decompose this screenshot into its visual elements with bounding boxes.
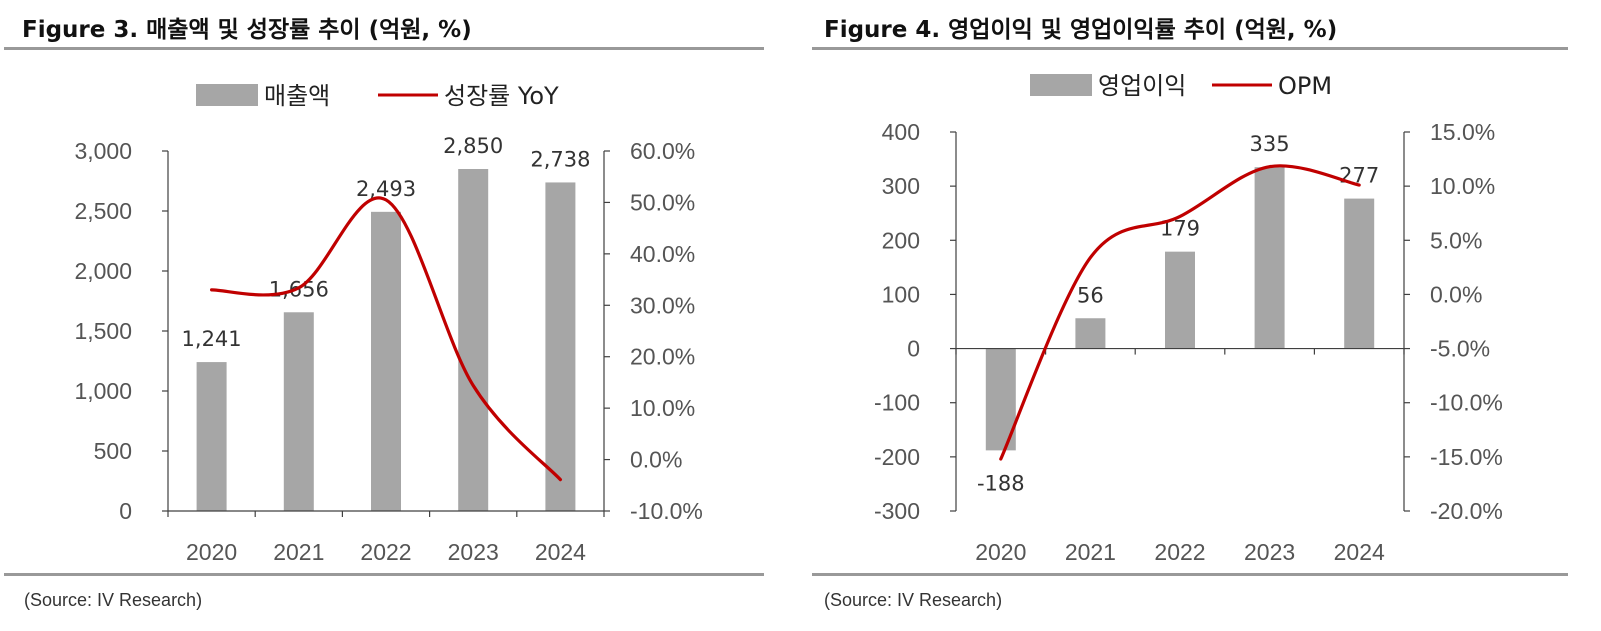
bar-data-label: -188 bbox=[977, 471, 1025, 495]
right-tick-label: 40.0% bbox=[630, 241, 695, 267]
right-tick-label: 60.0% bbox=[630, 138, 695, 164]
right-tick-label: 0.0% bbox=[1430, 281, 1482, 307]
line-series-growth-yoy bbox=[210, 196, 562, 482]
figure-4-top-rule bbox=[812, 47, 1568, 50]
left-tick-label: 0 bbox=[907, 336, 920, 362]
left-tick-label: 0 bbox=[119, 498, 132, 524]
figure-4-source: (Source: IV Research) bbox=[824, 590, 1003, 610]
legend-bar-label: 영업이익 bbox=[1098, 72, 1186, 100]
bar-2022 bbox=[1165, 251, 1195, 349]
bar-data-label: 335 bbox=[1250, 132, 1290, 156]
left-tick-label: 200 bbox=[882, 227, 920, 253]
bar-2020 bbox=[196, 362, 227, 511]
right-tick-label: -15.0% bbox=[1430, 444, 1503, 470]
x-tick-label: 2022 bbox=[1154, 539, 1205, 565]
right-tick-label: 50.0% bbox=[630, 189, 695, 215]
legend-line-label: OPM bbox=[1278, 72, 1332, 100]
figure-3-panel: Figure 3. 매출액 및 성장률 추이 (억원, %) 매출액 성장률 Yo… bbox=[0, 0, 790, 631]
x-tick-label: 2023 bbox=[448, 539, 499, 565]
legend-line-label: 성장률 YoY bbox=[444, 82, 559, 110]
left-tick-label: -100 bbox=[874, 390, 920, 416]
right-tick-label: -10.0% bbox=[1430, 390, 1503, 416]
x-tick-label: 2024 bbox=[1334, 539, 1385, 565]
left-tick-label: 400 bbox=[882, 119, 920, 145]
left-tick-label: -300 bbox=[874, 498, 920, 524]
bar-2022 bbox=[371, 211, 401, 511]
left-tick-label: 1,000 bbox=[74, 378, 132, 404]
x-tick-label: 2023 bbox=[1244, 539, 1295, 565]
line-series-opm bbox=[999, 164, 1361, 461]
x-tick-label: 2022 bbox=[360, 539, 411, 565]
x-tick-label: 2020 bbox=[975, 539, 1026, 565]
figure-3-bottom-rule bbox=[4, 573, 764, 576]
bar-2023 bbox=[458, 169, 489, 511]
figure-3-chart: 매출액 성장률 YoY 0 500 1,000 1,500 2,000 2,500 3,000 -… bbox=[74, 82, 703, 565]
right-tick-label: 5.0% bbox=[1430, 227, 1482, 253]
bar-2021 bbox=[283, 312, 314, 511]
right-tick-label: 10.0% bbox=[630, 395, 695, 421]
bar-2024 bbox=[1344, 198, 1375, 349]
right-tick-label: 15.0% bbox=[1430, 119, 1495, 145]
figure-4-bottom-rule bbox=[812, 573, 1568, 576]
bar-data-label: 2,850 bbox=[443, 134, 503, 158]
right-tick-label: -20.0% bbox=[1430, 498, 1503, 524]
left-tick-label: 500 bbox=[94, 438, 132, 464]
bar-data-label: 2,493 bbox=[356, 177, 416, 201]
legend-bar-swatch bbox=[1030, 74, 1092, 96]
bar-data-label: 1,241 bbox=[182, 327, 242, 351]
x-tick-label: 2020 bbox=[186, 539, 237, 565]
figure-3-title: Figure 3. 매출액 및 성장률 추이 (억원, %) bbox=[22, 17, 472, 43]
left-tick-label: 1,500 bbox=[74, 318, 132, 344]
left-tick-label: 3,000 bbox=[74, 138, 132, 164]
legend-bar-swatch bbox=[196, 84, 258, 106]
figure-3-source: (Source: IV Research) bbox=[24, 590, 203, 610]
figure-4-title: Figure 4. 영업이익 및 영업이익률 추이 (억원, %) bbox=[824, 17, 1338, 43]
right-tick-label: 10.0% bbox=[1430, 173, 1495, 199]
left-tick-label: -200 bbox=[874, 444, 920, 470]
figure-4-panel: Figure 4. 영업이익 및 영업이익률 추이 (억원, %) 영업이익 OP… bbox=[812, 0, 1601, 631]
x-tick-label: 2021 bbox=[1065, 539, 1116, 565]
bar-2023 bbox=[1254, 167, 1285, 349]
x-tick-label: 2024 bbox=[535, 539, 586, 565]
left-tick-label: 2,000 bbox=[74, 258, 132, 284]
right-tick-label: 0.0% bbox=[630, 447, 682, 473]
right-tick-label: -5.0% bbox=[1430, 336, 1490, 362]
left-tick-label: 300 bbox=[882, 173, 920, 199]
left-tick-label: 100 bbox=[882, 281, 920, 307]
bar-2024 bbox=[545, 182, 576, 511]
figure-4-chart: 영업이익 OPM -300 -200 -100 0 100 200 300 400 -20.0% -1… bbox=[874, 72, 1503, 565]
figure-3-top-rule bbox=[4, 47, 764, 50]
right-tick-label: -10.0% bbox=[630, 498, 703, 524]
bar-data-label: 2,738 bbox=[530, 147, 590, 171]
x-tick-label: 2021 bbox=[273, 539, 324, 565]
bar-data-label: 56 bbox=[1077, 283, 1104, 307]
right-tick-label: 30.0% bbox=[630, 292, 695, 318]
left-tick-label: 2,500 bbox=[74, 198, 132, 224]
legend-bar-label: 매출액 bbox=[264, 82, 330, 110]
right-tick-label: 20.0% bbox=[630, 344, 695, 370]
bar-2021 bbox=[1075, 318, 1106, 349]
